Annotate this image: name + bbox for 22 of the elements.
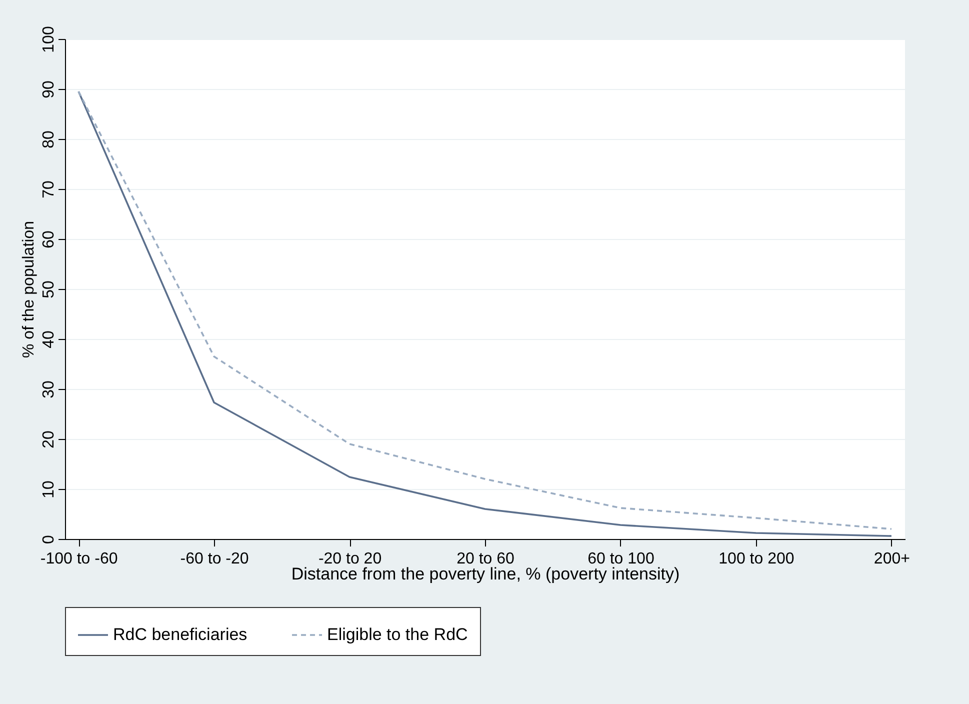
y-tick-label: 60 — [40, 230, 58, 248]
x-axis-title: Distance from the poverty line, % (poverty intensity) — [291, 564, 680, 584]
x-tick-label: -100 to -60 — [40, 550, 118, 568]
y-tick-label: 90 — [40, 80, 58, 98]
y-tick-label: 70 — [40, 180, 58, 198]
y-tick-label: 40 — [40, 330, 58, 348]
x-tick-label: 60 to 100 — [588, 550, 654, 568]
y-tick-label: 50 — [40, 280, 58, 298]
x-tick-label: 20 to 60 — [456, 550, 515, 568]
x-tick-label: -20 to 20 — [318, 550, 382, 568]
y-axis-title: % of the population — [20, 221, 38, 358]
x-tick-label: 200+ — [874, 550, 910, 568]
legend-label: RdC beneficiaries — [113, 625, 248, 644]
x-tick-label: 100 to 200 — [718, 550, 794, 568]
y-tick-label: 80 — [40, 130, 58, 148]
x-tick-label: -60 to -20 — [180, 550, 249, 568]
y-tick-label: 0 — [40, 534, 58, 544]
y-tick-label: 100 — [40, 26, 58, 53]
y-tick-label: 30 — [40, 380, 58, 398]
y-tick-label: 10 — [40, 480, 58, 498]
legend-label: Eligible to the RdC — [327, 625, 468, 644]
y-tick-label: 20 — [40, 430, 58, 448]
